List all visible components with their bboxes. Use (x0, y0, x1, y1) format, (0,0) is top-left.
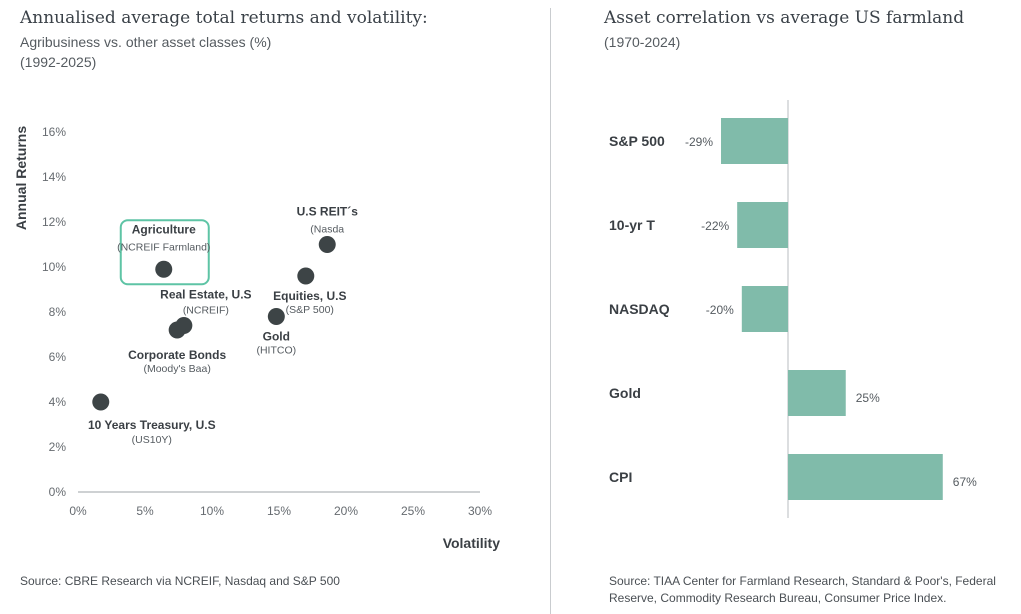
point-label: Real Estate, U.S (160, 288, 251, 302)
panel-divider (550, 8, 551, 614)
value-label: 67% (953, 475, 977, 489)
y-tick-label: 2% (49, 440, 67, 454)
y-tick-label: 14% (42, 170, 66, 184)
category-label: NASDAQ (609, 301, 670, 317)
value-label: -22% (701, 219, 729, 233)
point-sublabel: (S&P 500) (286, 304, 334, 316)
value-label: -29% (685, 135, 713, 149)
category-label: S&P 500 (609, 133, 665, 149)
value-label: 25% (856, 391, 880, 405)
scatter-point (267, 308, 285, 325)
x-tick-label: 30% (468, 504, 492, 518)
x-tick-label: 15% (267, 504, 291, 518)
x-tick-label: 10% (200, 504, 224, 518)
y-tick-label: 0% (49, 485, 67, 499)
highlight-box (119, 219, 210, 286)
category-label: 10-yr T (609, 217, 655, 233)
y-tick-label: 4% (49, 395, 67, 409)
x-tick-label: 20% (334, 504, 358, 518)
point-sublabel: (NCREIF Farmland) (117, 241, 210, 253)
scatter-source: Source: CBRE Research via NCREIF, Nasdaq… (20, 574, 340, 588)
bar (721, 118, 788, 164)
category-label: Gold (609, 385, 641, 401)
point-sublabel: (NCREIF) (183, 305, 229, 317)
point-label: Corporate Bonds (128, 348, 226, 362)
point-sublabel: (Moody's Baa) (143, 363, 210, 375)
point-label: Gold (263, 330, 290, 344)
x-axis-label: Volatility (443, 535, 501, 551)
point-sublabel: (Nasda (310, 224, 344, 236)
scatter-chart: 0% 2% 4% 6% 8% 10% 12% 14% 16% 0% 5% 10% 15% 20% 25% 30… (13, 125, 501, 551)
bar (741, 286, 788, 332)
point-label: 10 Years Treasury, U.S (88, 418, 216, 432)
scatter-point (92, 393, 110, 411)
bar-source-line1: Source: TIAA Center for Farmland Researc… (609, 574, 996, 588)
scatter-point (318, 236, 336, 253)
y-tick-label: 6% (49, 350, 67, 364)
x-tick-label: 25% (401, 504, 425, 518)
bar (788, 454, 943, 500)
scatter-period: (1992-2025) (20, 54, 97, 70)
scatter-point (168, 321, 186, 339)
y-tick-label: 8% (49, 305, 67, 319)
y-tick-label: 12% (42, 215, 66, 229)
value-label: -20% (706, 303, 734, 317)
x-tick-label: 0% (69, 504, 87, 518)
point-label: Agriculture (132, 222, 196, 236)
y-axis-label: Annual Returns (13, 126, 29, 230)
x-tick-label: 5% (136, 504, 154, 518)
scatter-point (155, 260, 173, 278)
point-label: U.S REIT´s (297, 205, 359, 219)
bar-period: (1970-2024) (604, 34, 681, 50)
scatter-title: Annualised average total returns and vol… (20, 8, 428, 28)
bar-title: Asset correlation vs average US farmland (604, 8, 965, 28)
point-sublabel: (HITCO) (256, 345, 296, 357)
bar (788, 370, 846, 416)
scatter-point (297, 267, 315, 285)
bar-source-line2: Reserve, Commodity Research Bureau, Cons… (609, 591, 947, 605)
category-label: CPI (609, 469, 632, 485)
y-tick-label: 16% (42, 125, 66, 139)
point-sublabel: (US10Y) (132, 434, 172, 446)
bar (737, 202, 788, 248)
y-tick-label: 10% (42, 260, 66, 274)
scatter-subtitle: Agribusiness vs. other asset classes (%) (20, 34, 272, 50)
point-label: Equities, U.S (273, 289, 346, 303)
